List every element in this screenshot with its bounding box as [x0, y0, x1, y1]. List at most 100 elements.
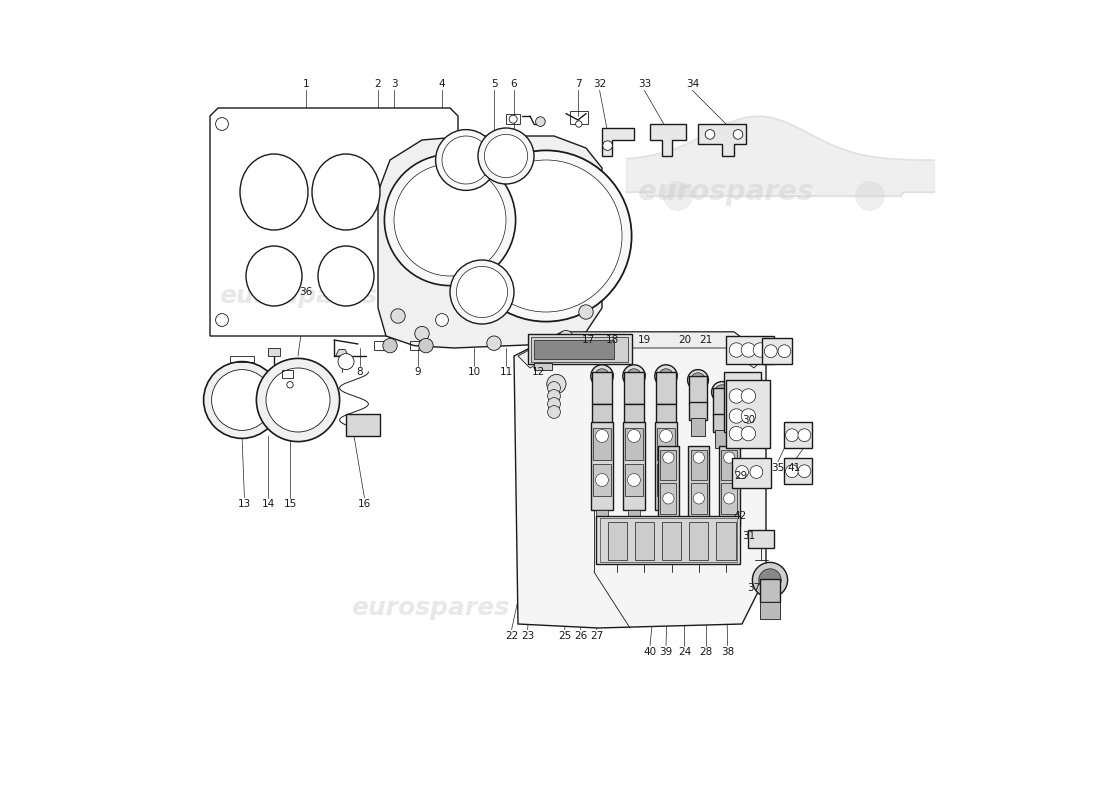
Circle shape	[548, 390, 560, 402]
Circle shape	[754, 342, 768, 357]
Bar	[625, 404, 644, 424]
Text: 14: 14	[262, 499, 275, 509]
Bar	[748, 530, 774, 548]
Text: 4: 4	[439, 79, 446, 89]
Bar	[662, 522, 681, 560]
Text: 5: 5	[491, 79, 497, 89]
Circle shape	[216, 118, 229, 130]
Circle shape	[764, 345, 778, 358]
Ellipse shape	[312, 154, 380, 230]
Bar	[760, 602, 780, 619]
Bar	[230, 356, 254, 362]
Polygon shape	[602, 128, 634, 156]
Circle shape	[287, 382, 294, 388]
Text: 34: 34	[685, 79, 698, 89]
Circle shape	[536, 117, 546, 126]
Bar	[628, 510, 640, 524]
Circle shape	[715, 385, 729, 399]
Circle shape	[778, 345, 791, 358]
Text: 6: 6	[510, 79, 517, 89]
Circle shape	[384, 154, 516, 286]
Text: 2: 2	[375, 79, 382, 89]
Text: 30: 30	[741, 415, 755, 425]
Circle shape	[735, 400, 751, 416]
Bar	[625, 464, 642, 496]
Circle shape	[729, 409, 744, 423]
Circle shape	[484, 134, 528, 178]
Bar	[725, 372, 761, 432]
Text: 28: 28	[700, 647, 713, 657]
Text: 15: 15	[284, 499, 297, 509]
Bar	[689, 446, 710, 526]
Text: 19: 19	[638, 335, 651, 345]
Circle shape	[724, 452, 735, 463]
Circle shape	[266, 368, 330, 432]
Circle shape	[575, 121, 582, 127]
Circle shape	[595, 369, 609, 383]
Bar	[410, 341, 430, 350]
Polygon shape	[650, 124, 686, 156]
Circle shape	[436, 130, 496, 190]
Bar	[726, 336, 774, 364]
Text: 40: 40	[644, 647, 657, 657]
Text: 37: 37	[747, 583, 760, 593]
Circle shape	[603, 141, 613, 150]
Bar	[596, 516, 740, 564]
Circle shape	[591, 365, 613, 387]
Circle shape	[419, 338, 433, 353]
Circle shape	[741, 409, 756, 423]
Text: 39: 39	[659, 647, 672, 657]
Text: 20: 20	[678, 335, 691, 345]
Bar	[635, 522, 654, 560]
Circle shape	[712, 382, 733, 402]
Bar	[658, 422, 674, 440]
Circle shape	[660, 430, 672, 442]
Bar	[346, 414, 380, 436]
Circle shape	[654, 365, 678, 387]
Circle shape	[548, 398, 560, 410]
Circle shape	[628, 474, 640, 486]
Text: 3: 3	[390, 79, 397, 89]
Circle shape	[394, 164, 506, 276]
Circle shape	[759, 569, 781, 591]
Text: 8: 8	[356, 367, 363, 377]
Text: 17: 17	[582, 335, 595, 345]
Text: 24: 24	[678, 647, 691, 657]
Circle shape	[470, 160, 622, 312]
Circle shape	[741, 342, 756, 357]
Circle shape	[547, 374, 567, 394]
Circle shape	[436, 314, 449, 326]
Bar	[660, 483, 676, 514]
Bar	[654, 422, 678, 510]
Bar	[713, 414, 730, 432]
Text: 25: 25	[558, 631, 571, 641]
Circle shape	[478, 128, 534, 184]
Circle shape	[729, 342, 744, 357]
Text: 9: 9	[415, 367, 421, 377]
Bar	[658, 446, 679, 526]
Circle shape	[442, 136, 490, 184]
Circle shape	[390, 309, 405, 323]
Bar	[691, 418, 705, 436]
Circle shape	[705, 130, 715, 139]
Circle shape	[628, 430, 640, 442]
Text: 12: 12	[531, 367, 544, 377]
Circle shape	[256, 358, 340, 442]
Text: 29: 29	[734, 471, 747, 481]
Bar	[534, 363, 551, 370]
Circle shape	[856, 182, 884, 210]
Ellipse shape	[246, 246, 302, 306]
Polygon shape	[336, 350, 349, 356]
Bar	[625, 372, 644, 404]
Circle shape	[750, 466, 762, 478]
Circle shape	[724, 493, 735, 504]
Bar	[625, 428, 642, 460]
Text: eurospares: eurospares	[351, 596, 509, 620]
Text: eurospares: eurospares	[219, 284, 377, 308]
Circle shape	[752, 562, 788, 598]
Text: 23: 23	[521, 631, 535, 641]
Circle shape	[691, 373, 705, 387]
Text: 42: 42	[734, 511, 747, 521]
Text: 7: 7	[574, 79, 581, 89]
Bar	[716, 522, 736, 560]
